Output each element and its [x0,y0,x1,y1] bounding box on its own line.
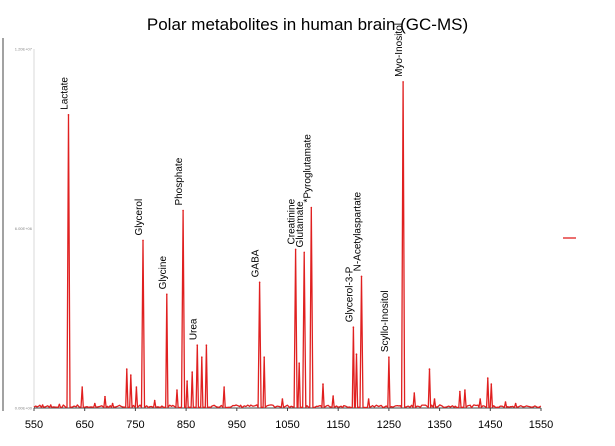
peak-point [223,386,225,388]
peak-point [186,380,188,382]
peak-point [514,402,517,405]
peak-point [413,392,416,394]
peak-annotation: Creatinine [287,198,298,244]
peak-point [41,404,44,406]
y-tick-label: 0.00E+00 [15,406,33,411]
peak-point [81,386,83,388]
peak-annotation: GABA [251,249,262,277]
peak-point [104,395,106,398]
peak-point [367,398,370,400]
x-tick-label: 1550 [529,419,553,431]
series-trace [33,81,542,409]
y-tick-labels: 0.00E+00 6.00E+06 1.20E+07 [15,47,33,411]
peak-point [360,275,363,278]
peak-point [332,395,334,397]
x-tick-label: 1450 [478,419,502,431]
peak-annotation: *Pyroglutamate [302,134,313,203]
peak-annotation: Glutamate [295,201,306,248]
x-tick-label: 750 [126,419,144,431]
peak-point [182,209,184,212]
peak-annotation: Phosphate [174,157,185,205]
x-tick-labels: 550 650 750 850 950 1050 1150 1250 1350 1450 1550 [25,408,553,431]
peak-point [201,356,203,358]
peak-point [49,404,52,406]
peak-point [205,344,208,346]
peak-points [41,81,517,406]
peak-point [153,399,156,402]
peak-point [258,281,261,284]
peak-annotation: Scyllo-Inositol [380,290,391,352]
peak-point [459,390,461,393]
x-tick-label: 1050 [275,419,299,431]
peak-point [94,402,96,405]
peak-point [196,344,199,346]
peak-point [322,383,324,385]
peak-annotation: Lactate [59,77,70,110]
x-tick-label: 850 [177,419,195,431]
peak-annotation: Glycerol-3-P [344,266,355,322]
peak-point [125,368,128,370]
peak-point [298,362,300,364]
peak-point [166,293,168,296]
peak-annotation: Myo-Inositol [394,23,405,77]
peak-point [428,368,431,370]
x-tick-label: 950 [228,419,246,431]
x-tick-label: 1350 [427,419,451,431]
peak-point [294,248,297,251]
peak-point [310,206,313,209]
peak-point [58,403,61,406]
peak-annotation: Glycine [158,256,169,290]
x-tick-label: 650 [76,419,94,431]
peak-point [504,401,507,403]
peak-annotation: N-Acetylaspartate [353,191,364,271]
x-tick-label: 550 [25,419,43,431]
peak-point [352,326,355,329]
peak-point [464,389,466,391]
peak-point [67,114,70,116]
x-tick-label: 1150 [326,419,350,431]
peak-point [135,386,138,388]
peak-point [111,402,114,405]
chart-title: Polar metabolites in human brain (GC-MS) [146,15,469,34]
x-tick-label: 1250 [377,419,401,431]
peak-annotation: Urea [188,318,199,340]
peak-point [303,251,306,254]
peak-point [486,377,489,379]
peak-annotation: Glycerol [134,199,145,236]
peak-point [402,81,404,83]
peak-annotations: Lactate Glycerol Glycine Phosphate Urea GABA C… [59,23,405,352]
peak-point [142,239,144,242]
peak-point [490,383,493,385]
y-tick-label: 6.00E+06 [15,226,33,231]
peak-point [281,398,284,400]
peak-point [433,398,436,400]
peak-point [355,353,358,355]
peak-point [176,389,178,391]
peak-point [191,371,193,373]
peak-point [479,398,481,400]
peak-point [388,356,390,358]
y-tick-label: 1.20E+07 [15,47,33,52]
peak-point [130,374,132,376]
peak-point [263,356,265,358]
